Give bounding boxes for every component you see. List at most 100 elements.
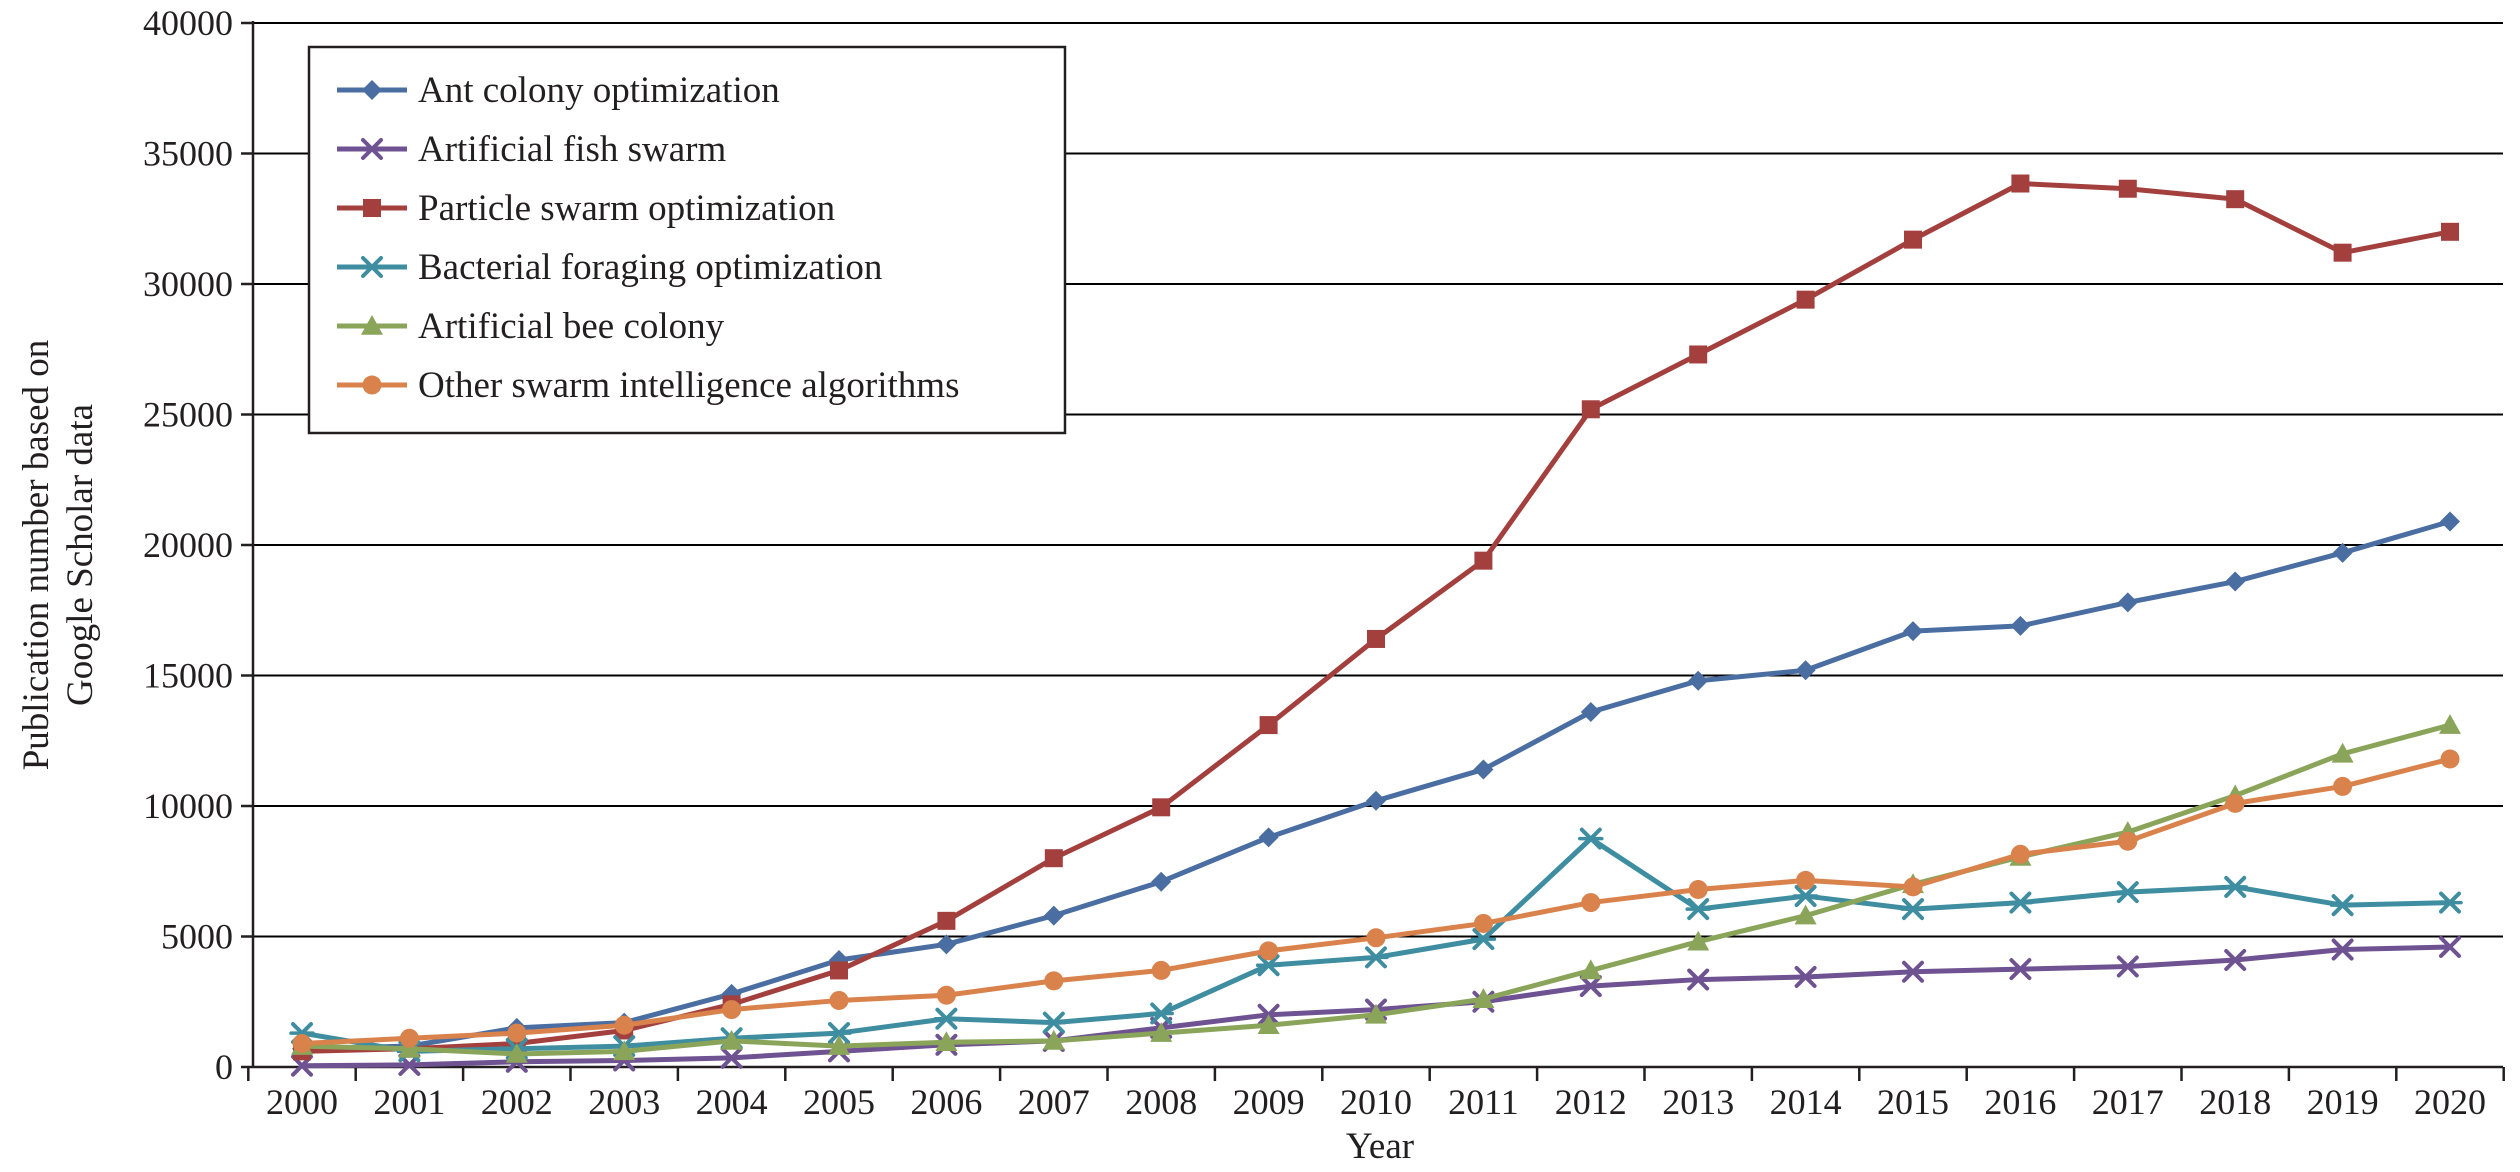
data-point: [1903, 621, 1923, 642]
x-tick-label: 2019: [2307, 1082, 2379, 1122]
legend-marker: [359, 256, 385, 278]
data-point: [1366, 928, 1386, 948]
data-point: [1041, 1011, 1067, 1034]
x-tick-label: 2012: [1555, 1082, 1627, 1122]
data-point: [1794, 965, 1817, 988]
data-point: [507, 1023, 527, 1043]
data-point: [2440, 511, 2460, 532]
data-point: [1581, 400, 1600, 419]
legend-label: Artificial bee colony: [418, 306, 725, 347]
x-tick-label: 2010: [1340, 1082, 1412, 1122]
data-point: [1796, 870, 1816, 890]
data-point: [1363, 946, 1389, 969]
series-other-swarm-intelligence-algorithms: [292, 749, 2460, 1054]
legend-marker: [363, 199, 381, 217]
data-point: [1689, 345, 1708, 364]
series-artificial-bee-colony: [291, 714, 2461, 1063]
data-point: [2225, 793, 2245, 813]
data-point: [2118, 179, 2137, 198]
series-group: [289, 174, 2463, 1077]
legend-marker: [361, 315, 383, 335]
data-point: [2439, 714, 2461, 734]
data-point: [1367, 629, 1385, 648]
data-point: [1685, 898, 1711, 921]
axes: 0 5000 10000 15000 20000 25000 30000 35000 40000…: [16, 3, 2505, 1167]
x-tick-label: 2005: [803, 1082, 875, 1122]
data-point: [2010, 844, 2030, 864]
data-point: [2333, 243, 2352, 262]
data-point: [2440, 749, 2460, 769]
series-ant-colony-optimization: [292, 511, 2460, 1059]
data-point: [2331, 742, 2354, 763]
legend-item-artificial-fish-swarm: Artificial fish swarm: [337, 129, 726, 170]
data-point: [1474, 551, 1493, 570]
data-point: [1688, 880, 1708, 900]
data-point: [2117, 592, 2138, 613]
data-point: [936, 934, 957, 955]
x-tick-label: 2003: [588, 1082, 660, 1122]
y-tick-label: 5000: [161, 917, 233, 957]
data-point: [2226, 190, 2245, 209]
x-tick-label: 2006: [910, 1082, 982, 1122]
y-axis-title: Publication number based onGoogle Schola…: [16, 340, 101, 771]
data-point: [1579, 975, 1602, 998]
data-point: [1792, 885, 1819, 908]
data-point: [1687, 968, 1710, 991]
x-tick-label: 2004: [696, 1082, 768, 1122]
legend-item-ant-colony-optimization: Ant colony optimization: [337, 70, 780, 111]
data-point: [826, 1022, 852, 1045]
y-tick-label: 30000: [143, 264, 233, 304]
data-point: [2009, 958, 2032, 981]
data-point: [2118, 831, 2138, 851]
legend-marker: [361, 138, 383, 160]
y-tick-label: 0: [215, 1047, 233, 1087]
data-point: [1904, 230, 1922, 249]
y-tick-label: 15000: [143, 656, 233, 696]
data-point: [1473, 913, 1493, 933]
data-point: [1150, 1022, 1173, 1042]
data-point: [2222, 875, 2248, 898]
data-point: [2224, 948, 2247, 971]
data-point: [830, 961, 848, 980]
x-tick-label: 2009: [1233, 1082, 1305, 1122]
data-point: [2437, 891, 2463, 914]
data-point: [399, 1028, 419, 1048]
data-point: [1795, 660, 1816, 681]
data-point: [1473, 759, 1494, 780]
legend-box: [307, 45, 1067, 435]
x-tick-label: 2011: [1448, 1082, 1519, 1122]
data-point: [2115, 881, 2141, 904]
data-point: [933, 1007, 960, 1030]
x-tick-label: 2018: [2199, 1082, 2271, 1122]
data-point: [1152, 798, 1171, 817]
x-tick-label: 2008: [1125, 1082, 1197, 1122]
y-axis-title-line: Publication number based on: [16, 340, 57, 771]
data-point: [1470, 928, 1497, 951]
data-point: [2007, 891, 2034, 914]
data-point: [829, 990, 849, 1010]
data-point: [1043, 905, 1064, 926]
data-point: [2329, 894, 2356, 917]
data-point: [720, 1029, 743, 1050]
data-point: [1042, 1029, 1065, 1050]
data-point: [292, 1034, 312, 1054]
data-point: [2441, 222, 2459, 241]
legend-item-particle-swarm-optimization: Particle swarm optimization: [337, 188, 835, 229]
data-point: [2225, 571, 2246, 592]
data-point: [1688, 670, 1709, 691]
data-point: [1472, 988, 1495, 1008]
x-tick-label: 2002: [481, 1082, 553, 1122]
data-point: [1687, 930, 1710, 951]
data-point: [1148, 1002, 1174, 1025]
data-point: [937, 911, 956, 930]
legend-label: Artificial fish swarm: [418, 129, 726, 170]
data-point: [613, 1040, 636, 1061]
x-tick-label: 2007: [1018, 1082, 1090, 1122]
data-point: [2011, 174, 2030, 193]
data-point: [1579, 959, 1602, 980]
data-point: [2331, 938, 2354, 961]
data-point: [1259, 941, 1279, 961]
data-point: [828, 1035, 850, 1055]
data-point: [1366, 790, 1386, 811]
data-point: [1259, 716, 1278, 735]
